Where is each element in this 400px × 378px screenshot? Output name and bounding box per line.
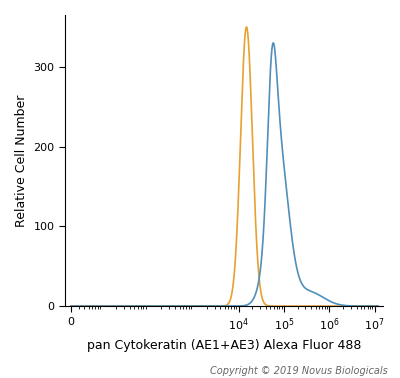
- Text: Copyright © 2019 Novus Biologicals: Copyright © 2019 Novus Biologicals: [210, 366, 388, 376]
- Y-axis label: Relative Cell Number: Relative Cell Number: [15, 94, 28, 227]
- X-axis label: pan Cytokeratin (AE1+AE3) Alexa Fluor 488: pan Cytokeratin (AE1+AE3) Alexa Fluor 48…: [87, 339, 361, 352]
